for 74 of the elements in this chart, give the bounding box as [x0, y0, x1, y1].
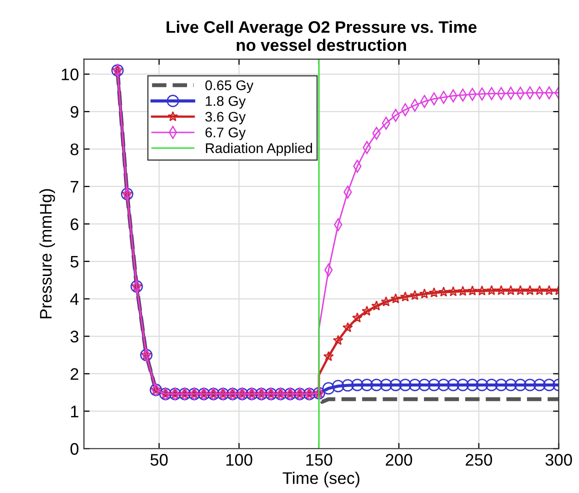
x-tick-label: 50 — [150, 454, 168, 466]
point — [390, 293, 401, 304]
point — [380, 378, 392, 392]
point — [342, 379, 354, 392]
point — [408, 378, 422, 392]
x-tick-label: 250 — [466, 454, 492, 466]
point — [322, 382, 335, 395]
x-axis-title: Time (sec) — [282, 472, 360, 488]
y-tick-label: 2 — [70, 368, 78, 380]
x-tick-label: 300 — [545, 454, 572, 466]
legend-label: 3.6 Gy — [205, 112, 246, 124]
point — [437, 378, 450, 392]
y-tick-label: 0 — [70, 443, 78, 455]
point — [458, 286, 468, 296]
point — [428, 287, 440, 298]
point — [486, 285, 497, 296]
y-tick-label: 8 — [70, 143, 78, 156]
point — [476, 378, 488, 392]
chart-title: Live Cell Average O2 Pressure vs. Time — [166, 20, 477, 36]
y-tick-label: 10 — [62, 68, 78, 80]
point — [504, 378, 517, 392]
y-axis-title: Pressure (mmHg) — [39, 189, 55, 318]
y-tick-label: 6 — [70, 218, 78, 230]
point — [496, 285, 506, 296]
x-tick-label: 200 — [386, 454, 412, 466]
point — [476, 285, 488, 296]
point — [399, 378, 412, 392]
point — [380, 296, 392, 306]
y-tick-label: 1 — [71, 406, 78, 418]
point — [342, 322, 353, 332]
y-tick-label: 7 — [70, 181, 78, 193]
ref-line-label: Radiation Applied — [206, 142, 312, 156]
point — [428, 378, 440, 392]
point — [524, 285, 536, 296]
point — [438, 286, 449, 297]
point — [466, 378, 479, 392]
point — [410, 290, 420, 300]
point — [419, 288, 430, 299]
point — [456, 378, 469, 392]
y-tick-label: 3 — [70, 330, 78, 342]
chart-subtitle: no vessel destruction — [236, 38, 406, 51]
point — [390, 378, 402, 392]
point — [370, 378, 383, 392]
point — [533, 378, 546, 392]
point — [514, 378, 527, 392]
legend-label: 6.7 Gy — [206, 128, 246, 140]
point — [467, 285, 478, 296]
point — [360, 378, 374, 392]
point — [400, 291, 411, 302]
y-tick-label: 9 — [70, 106, 78, 118]
y-tick-label: 5 — [70, 256, 78, 268]
legend-label: 0.65 Gy — [205, 80, 254, 93]
x-tick-label: 100 — [226, 454, 252, 466]
x-tick-label: 150 — [306, 454, 332, 466]
point — [534, 285, 545, 296]
point — [542, 378, 556, 392]
point — [485, 378, 498, 392]
point — [495, 378, 508, 392]
point — [332, 334, 344, 345]
point — [352, 312, 363, 322]
point — [323, 351, 334, 362]
legend-label: 1.8 Gy — [206, 96, 246, 109]
point — [506, 285, 516, 296]
point — [362, 306, 372, 316]
point — [351, 378, 364, 392]
point — [418, 378, 431, 392]
point — [524, 378, 536, 392]
point — [544, 285, 554, 296]
point — [371, 300, 382, 311]
point — [332, 380, 344, 392]
point — [515, 285, 526, 296]
point — [447, 378, 460, 392]
y-tick-label: 4 — [70, 293, 79, 305]
point — [448, 286, 458, 296]
